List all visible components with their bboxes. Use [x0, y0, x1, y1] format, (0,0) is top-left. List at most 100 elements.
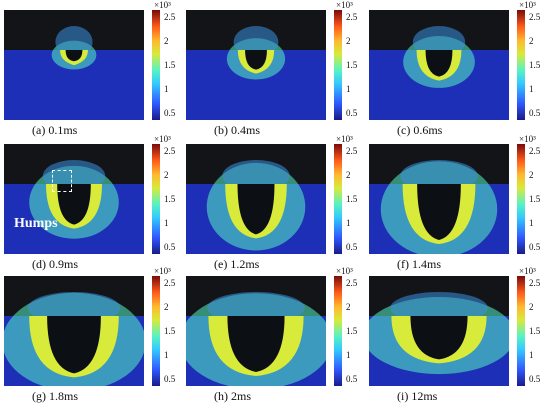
panel-caption: (b) 0.4ms — [214, 123, 260, 137]
colorbar-tick-label: 1.5 — [164, 326, 176, 336]
colorbar-tick-label: 1 — [529, 84, 534, 94]
keyhole-cavity — [57, 184, 91, 225]
keyhole-cavity — [417, 184, 461, 240]
colorbar-tick-label: 1 — [346, 84, 351, 94]
keyhole-graphic — [403, 26, 475, 88]
colorbar — [334, 276, 342, 386]
colorbar-tick-label: 2.5 — [529, 278, 541, 288]
colorbar-exponent: ×10³ — [519, 266, 536, 276]
panel-caption: (c) 0.6ms — [397, 123, 443, 137]
colorbar-exponent: ×10³ — [154, 134, 171, 144]
keyhole-cavity — [65, 50, 83, 62]
colorbar-tick-label: 1.5 — [529, 326, 541, 336]
keyhole-cavity — [237, 184, 275, 235]
colorbar-tick-label: 2.5 — [346, 12, 358, 22]
colorbar-tick-label: 2 — [529, 170, 534, 180]
colorbar — [152, 276, 160, 386]
keyhole-cavity — [425, 50, 453, 77]
colorbar-tick-label: 0.5 — [346, 374, 358, 384]
colorbar-tick-label: 2.5 — [529, 12, 541, 22]
colorbar-tick-label: 1 — [164, 218, 169, 228]
colorbar — [517, 10, 525, 120]
keyhole-graphic — [380, 160, 498, 254]
colorbar-tick-label: 2.5 — [346, 146, 358, 156]
keyhole-graphic — [226, 26, 286, 80]
colorbar-exponent: ×10³ — [519, 0, 536, 10]
colorbar-tick-label: 2 — [529, 36, 534, 46]
panel-caption: (g) 1.8ms — [32, 389, 78, 403]
humps-annotation: Humps — [14, 216, 58, 231]
colorbar-tick-label: 2.5 — [164, 278, 176, 288]
colorbar-tick-label: 2 — [164, 36, 169, 46]
panel-b — [186, 10, 326, 120]
colorbar-tick-label: 1 — [164, 350, 169, 360]
colorbar-exponent: ×10³ — [154, 266, 171, 276]
keyhole-cavity — [245, 50, 267, 70]
keyhole-graphic — [51, 26, 97, 70]
panel-caption: (a) 0.1ms — [32, 123, 78, 137]
colorbar-exponent: ×10³ — [336, 266, 353, 276]
panel-g — [4, 276, 144, 386]
panel-f — [369, 144, 509, 254]
keyhole-cavity — [410, 316, 468, 360]
colorbar-exponent: ×10³ — [519, 134, 536, 144]
colorbar-tick-label: 0.5 — [529, 374, 541, 384]
keyhole-cavity — [227, 316, 285, 372]
panel-a — [4, 10, 144, 120]
colorbar-tick-label: 0.5 — [164, 242, 176, 252]
colorbar-tick-label: 0.5 — [164, 374, 176, 384]
colorbar-tick-label: 2 — [529, 302, 534, 312]
colorbar-tick-label: 1 — [346, 218, 351, 228]
colorbar-tick-label: 2 — [346, 36, 351, 46]
colorbar-tick-label: 1 — [529, 218, 534, 228]
colorbar-tick-label: 1 — [529, 350, 534, 360]
colorbar-tick-label: 0.5 — [164, 108, 176, 118]
colorbar-tick-label: 2.5 — [164, 12, 176, 22]
panel-caption: (e) 1.2ms — [214, 257, 260, 271]
colorbar — [517, 276, 525, 386]
colorbar — [152, 10, 160, 120]
colorbar-tick-label: 2 — [346, 170, 351, 180]
panel-caption: (d) 0.9ms — [32, 257, 78, 271]
colorbar — [334, 144, 342, 254]
colorbar-tick-label: 1.5 — [346, 326, 358, 336]
colorbar-tick-label: 1.5 — [529, 194, 541, 204]
keyhole-graphic — [206, 160, 306, 251]
colorbar — [517, 144, 525, 254]
colorbar-exponent: ×10³ — [154, 0, 171, 10]
colorbar-tick-label: 1.5 — [346, 194, 358, 204]
colorbar — [152, 144, 160, 254]
panel-caption: (h) 2ms — [214, 389, 251, 403]
colorbar-tick-label: 2 — [164, 170, 169, 180]
colorbar-tick-label: 1.5 — [346, 60, 358, 70]
colorbar-tick-label: 1.5 — [529, 60, 541, 70]
colorbar-tick-label: 1.5 — [164, 194, 176, 204]
colorbar-tick-label: 1 — [346, 350, 351, 360]
colorbar-tick-label: 2.5 — [164, 146, 176, 156]
keyhole-cavity — [47, 316, 101, 374]
colorbar-tick-label: 2.5 — [346, 278, 358, 288]
hump-highlight-box — [52, 170, 72, 192]
colorbar-tick-label: 0.5 — [346, 108, 358, 118]
colorbar-tick-label: 2 — [164, 302, 169, 312]
colorbar-exponent: ×10³ — [336, 0, 353, 10]
panel-i — [369, 276, 509, 386]
panel-e — [186, 144, 326, 254]
colorbar-tick-label: 1.5 — [164, 60, 176, 70]
panel-d — [4, 144, 144, 254]
colorbar-exponent: ×10³ — [336, 134, 353, 144]
colorbar-tick-label: 0.5 — [529, 242, 541, 252]
colorbar-tick-label: 2.5 — [529, 146, 541, 156]
keyhole-graphic — [369, 292, 509, 375]
panel-caption: (i) 12ms — [397, 389, 438, 403]
colorbar-tick-label: 0.5 — [346, 242, 358, 252]
panel-caption: (f) 1.4ms — [397, 257, 441, 271]
keyhole-graphic — [4, 292, 144, 386]
colorbar-tick-label: 1 — [164, 84, 169, 94]
keyhole-graphic — [186, 292, 326, 386]
panel-c — [369, 10, 509, 120]
colorbar-tick-label: 0.5 — [529, 108, 541, 118]
keyhole-graphic — [29, 160, 119, 239]
panel-h — [186, 276, 326, 386]
colorbar — [334, 10, 342, 120]
